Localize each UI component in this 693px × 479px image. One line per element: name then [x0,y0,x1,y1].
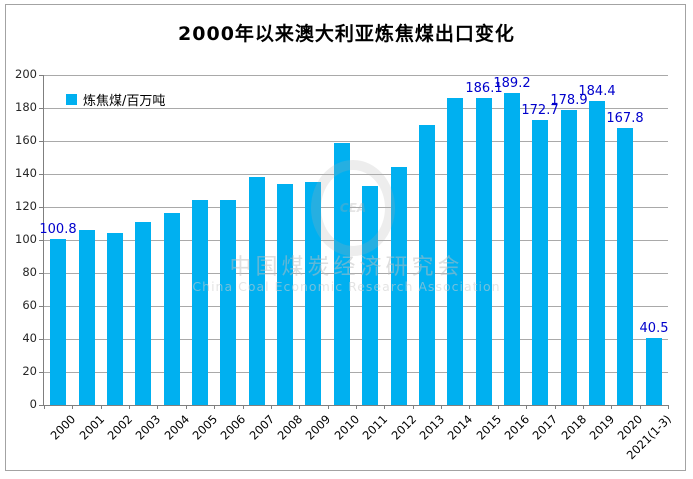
legend: 炼焦煤/百万吨 [66,90,165,109]
x-axis-tick [611,405,612,409]
y-axis-tick-label: 0 [29,397,37,411]
bar [277,184,293,405]
x-axis-tick [101,405,102,409]
y-gridline [44,372,668,373]
x-axis-tick [129,405,130,409]
y-gridline [44,108,668,109]
x-axis-tick [214,405,215,409]
x-axis-tick [186,405,187,409]
watermark-logo-text: CEA [339,201,367,215]
y-gridline [44,75,668,76]
bar-value-label: 172.7 [521,103,559,118]
x-axis-tick [640,405,641,409]
bar [476,98,492,405]
y-axis-tick-label: 20 [22,364,37,378]
bar [419,125,435,405]
x-axis-tick [44,405,45,409]
x-axis-tick [328,405,329,409]
y-axis-tick [39,273,44,274]
bar [107,233,123,405]
y-axis-tick [39,306,44,307]
x-axis-tick [555,405,556,409]
y-gridline [44,273,668,274]
plot-area: 0 20 40 60 80 100 120 140 160 180 200 100.8 2000 2001… [15,67,674,462]
x-axis-tick [299,405,300,409]
bar-value-label: 189.2 [493,76,531,91]
y-axis-tick-label: 80 [22,265,37,279]
chart-frame [5,4,686,471]
bar-value-label: 184.4 [578,84,616,99]
bar [646,338,662,405]
x-axis-tick [384,405,385,409]
bar [135,222,151,405]
y-axis-tick [39,405,44,406]
legend-label: 炼焦煤/百万吨 [83,94,166,109]
x-axis-tick [498,405,499,409]
bar [561,110,577,405]
y-axis-tick-label: 100 [15,232,37,246]
x-axis-tick [469,405,470,409]
y-axis-tick [39,75,44,76]
bar [192,200,208,405]
bar [617,128,633,405]
bar [305,182,321,405]
bar-value-label: 178.9 [550,93,588,108]
chart-title: 2000年以来澳大利亚炼焦煤出口变化 [178,23,515,45]
x-axis-tick [243,405,244,409]
bar [532,120,548,405]
y-axis-tick [39,372,44,373]
y-axis-tick [39,141,44,142]
bar [589,101,605,405]
watermark-text-en: China Coal Economic Research Association [192,279,501,294]
x-axis-tick [157,405,158,409]
bar [447,98,463,405]
x-axis-tick [356,405,357,409]
bar-value-label: 40.5 [639,321,669,336]
bar [249,177,265,405]
bar [220,200,236,405]
bar-value-label: 167.8 [606,111,644,126]
bar [79,230,95,405]
bar [391,167,407,405]
bar-value-label: 186.1 [465,81,503,96]
y-axis-tick-label: 200 [15,67,37,81]
x-axis-tick [271,405,272,409]
y-axis-tick-label: 60 [22,298,37,312]
y-axis-tick-label: 40 [22,331,37,345]
x-axis-tick [72,405,73,409]
bar-value-label: 100.8 [39,222,77,237]
x-axis-tick [441,405,442,409]
bar [164,213,180,405]
y-axis-tick [39,207,44,208]
y-axis-tick-label: 120 [15,199,37,213]
x-axis-tick [526,405,527,409]
x-axis-tick [413,405,414,409]
bar [504,93,520,405]
y-gridline [44,339,668,340]
y-axis-tick [39,174,44,175]
x-axis-tick [583,405,584,409]
bar [50,239,66,405]
legend-swatch-icon [66,94,77,105]
x-axis-tick [668,405,669,409]
watermark-logo-icon: CEA [311,160,395,256]
y-gridline [44,306,668,307]
y-gridline [44,141,668,142]
watermark-text-cn: 中国煤炭经济研究会 [229,255,464,280]
y-axis-tick-label: 160 [15,133,37,147]
y-axis-tick [39,240,44,241]
y-axis-tick-label: 140 [15,166,37,180]
y-axis-tick [39,339,44,340]
y-axis-tick-label: 180 [15,100,37,114]
y-axis-tick [39,108,44,109]
